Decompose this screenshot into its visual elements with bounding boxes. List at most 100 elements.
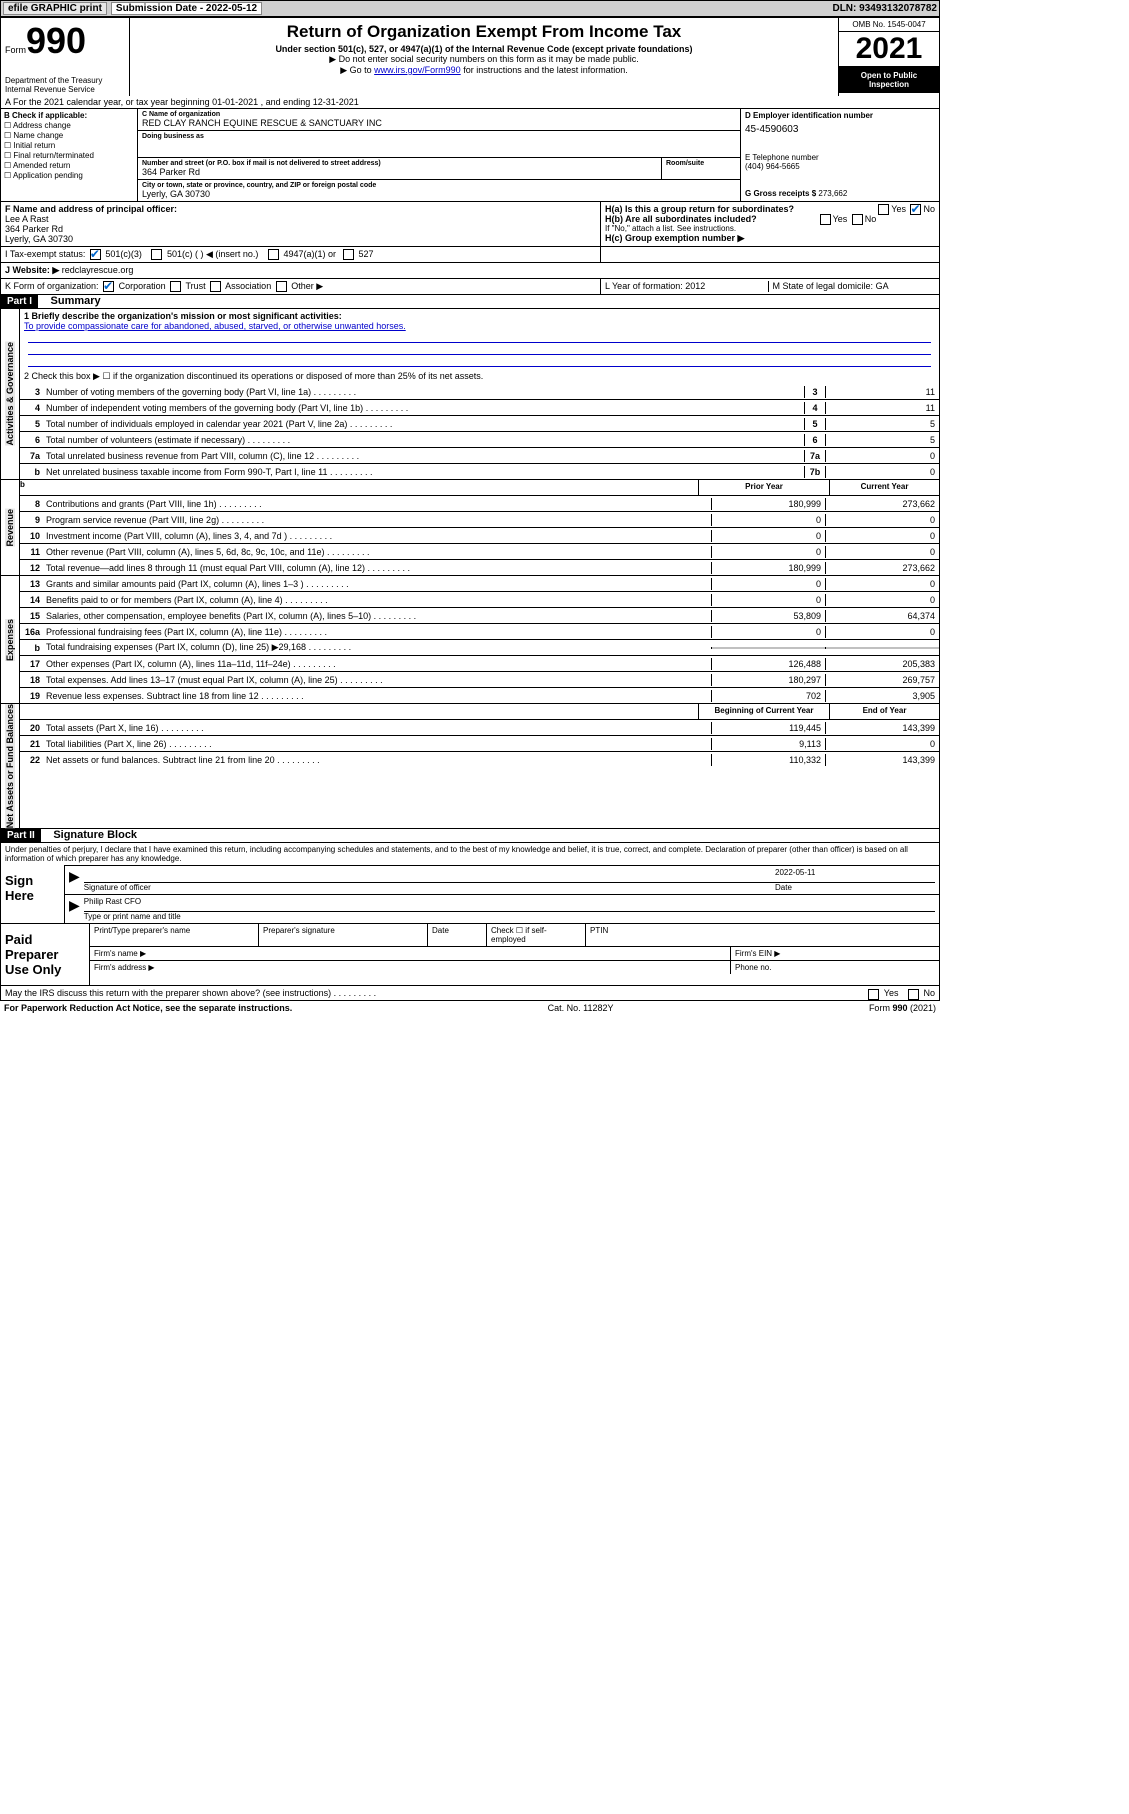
- fin-line: 10Investment income (Part VIII, column (…: [20, 528, 939, 544]
- fin-line: 9Program service revenue (Part VIII, lin…: [20, 512, 939, 528]
- gross-value: 273,662: [818, 189, 847, 198]
- chk-address-change[interactable]: ☐ Address change: [4, 121, 134, 130]
- fin-line: 8Contributions and grants (Part VIII, li…: [20, 496, 939, 512]
- officer-name: Lee A Rast: [5, 214, 49, 224]
- th-end-year: End of Year: [829, 704, 939, 719]
- gov-line: bNet unrelated business taxable income f…: [20, 464, 939, 479]
- form-note2: ▶ Go to www.irs.gov/Form990 for instruct…: [132, 65, 836, 76]
- col-h-group: H(a) Is this a group return for subordin…: [601, 202, 939, 246]
- expenses-section: 13Grants and similar amounts paid (Part …: [20, 576, 939, 703]
- h-b-no[interactable]: [852, 214, 863, 225]
- part-ii-header: Part II Signature Block: [0, 829, 940, 843]
- net-assets-section: Beginning of Current YearEnd of Year 20T…: [20, 704, 939, 828]
- form-word: Form: [5, 45, 26, 55]
- th-begin-year: Beginning of Current Year: [698, 704, 829, 719]
- note2-post: for instructions and the latest informat…: [461, 65, 628, 75]
- chk-name-change[interactable]: ☐ Name change: [4, 131, 134, 140]
- omb-number: OMB No. 1545-0047: [839, 18, 939, 32]
- dept-treasury: Department of the Treasury Internal Reve…: [5, 76, 125, 94]
- revenue-section: bPrior YearCurrent Year 8Contributions a…: [20, 480, 939, 575]
- h-b-yes[interactable]: [820, 214, 831, 225]
- chk-trust[interactable]: [170, 281, 181, 292]
- line-k-label: K Form of organization:: [5, 281, 99, 291]
- year-formation: 2012: [685, 281, 705, 291]
- part-ii-badge: Part II: [1, 829, 41, 842]
- th-prior-year: Prior Year: [698, 480, 829, 495]
- sig-date-label: Date: [775, 883, 792, 892]
- officer-name-title: Philip Rast CFO: [84, 897, 935, 912]
- h-a-yes[interactable]: [878, 204, 889, 215]
- org-name-label: C Name of organization: [142, 111, 736, 118]
- part-i-title: Summary: [41, 295, 101, 307]
- line-j-label: J Website: ▶: [5, 265, 59, 275]
- may-no[interactable]: [908, 989, 919, 1000]
- side-box: OMB No. 1545-0047 2021 Open to Public In…: [838, 18, 939, 96]
- phone-label: Phone no.: [731, 961, 939, 974]
- preparer-date-label: Date: [428, 924, 487, 946]
- state-domicile: GA: [876, 281, 889, 291]
- chk-501c[interactable]: [151, 249, 162, 260]
- h-b-note: If "No," attach a list. See instructions…: [605, 224, 935, 233]
- officer-street: 364 Parker Rd: [5, 224, 63, 234]
- paid-preparer-label: Paid Preparer Use Only: [1, 924, 90, 985]
- chk-final-return[interactable]: ☐ Final return/terminated: [4, 151, 134, 160]
- fin-line: bTotal fundraising expenses (Part IX, co…: [20, 640, 939, 656]
- line-j-website: J Website: ▶ redclayrescue.org: [1, 263, 939, 278]
- page-footer: For Paperwork Reduction Act Notice, see …: [0, 1001, 940, 1015]
- opt-assoc: Association: [225, 281, 271, 291]
- h-a-label: H(a) Is this a group return for subordin…: [605, 204, 794, 214]
- fin-line: 21Total liabilities (Part X, line 26)9,1…: [20, 736, 939, 752]
- top-bar: efile GRAPHIC print Submission Date - 20…: [0, 0, 940, 17]
- city-value: Lyerly, GA 30730: [142, 189, 736, 199]
- th-current-year: Current Year: [829, 480, 939, 495]
- fin-line: 13Grants and similar amounts paid (Part …: [20, 576, 939, 592]
- fin-line: 14Benefits paid to or for members (Part …: [20, 592, 939, 608]
- chk-4947[interactable]: [268, 249, 279, 260]
- h-c-label: H(c) Group exemption number ▶: [605, 233, 744, 243]
- yes-label: Yes: [891, 204, 906, 214]
- vtab-governance: Activities & Governance: [5, 342, 15, 446]
- opt-corp: Corporation: [119, 281, 166, 291]
- gov-line: 3Number of voting members of the governi…: [20, 384, 939, 400]
- line-a: A For the 2021 calendar year, or tax yea…: [0, 96, 940, 109]
- gov-line: 6Total number of volunteers (estimate if…: [20, 432, 939, 448]
- street-value: 364 Parker Rd: [142, 167, 657, 177]
- col-b-checkboxes: B Check if applicable: ☐ Address change …: [1, 109, 138, 201]
- fin-line: 20Total assets (Part X, line 16)119,4451…: [20, 720, 939, 736]
- ptin-label: PTIN: [586, 924, 939, 946]
- vtab-net-assets: Net Assets or Fund Balances: [5, 704, 15, 828]
- chk-other[interactable]: [276, 281, 287, 292]
- fin-line: 19Revenue less expenses. Subtract line 1…: [20, 688, 939, 703]
- irs-link[interactable]: www.irs.gov/Form990: [374, 65, 461, 75]
- perjury-declaration: Under penalties of perjury, I declare th…: [0, 843, 940, 865]
- fin-line: 15Salaries, other compensation, employee…: [20, 608, 939, 624]
- may-yes[interactable]: [868, 989, 879, 1000]
- chk-app-pending[interactable]: ☐ Application pending: [4, 171, 134, 180]
- chk-label: Initial return: [13, 141, 55, 150]
- chk-527[interactable]: [343, 249, 354, 260]
- line-i-tax-status: I Tax-exempt status: 501(c)(3) 501(c) ( …: [1, 247, 601, 262]
- chk-501c3[interactable]: [90, 249, 101, 260]
- mission-label: 1 Briefly describe the organization's mi…: [24, 311, 342, 321]
- may-yes-label: Yes: [884, 988, 899, 998]
- org-name: RED CLAY RANCH EQUINE RESCUE & SANCTUARY…: [142, 118, 736, 128]
- opt-501c: 501(c) ( ) ◀ (insert no.): [167, 249, 258, 259]
- form-note1: ▶ Do not enter social security numbers o…: [132, 54, 836, 65]
- efile-btn[interactable]: efile GRAPHIC print: [3, 2, 107, 15]
- mission-text: To provide compassionate care for abando…: [24, 321, 406, 331]
- form-990-num: 990: [26, 20, 86, 61]
- chk-initial-return[interactable]: ☐ Initial return: [4, 141, 134, 150]
- part-i-badge: Part I: [1, 295, 38, 308]
- chk-label: Address change: [13, 121, 71, 130]
- chk-corp[interactable]: [103, 281, 114, 292]
- col-c-org-info: C Name of organization RED CLAY RANCH EQ…: [138, 109, 741, 201]
- h-a-no[interactable]: [910, 204, 921, 215]
- chk-amended[interactable]: ☐ Amended return: [4, 161, 134, 170]
- caret-icon: ▶: [69, 897, 80, 921]
- ein-value: 45-4590603: [745, 124, 935, 135]
- form-number-box: Form990 Department of the Treasury Inter…: [1, 18, 130, 96]
- self-employed-check[interactable]: Check ☐ if self-employed: [487, 924, 586, 946]
- form-title-box: Return of Organization Exempt From Incom…: [130, 18, 838, 96]
- chk-label: Application pending: [13, 171, 83, 180]
- chk-assoc[interactable]: [210, 281, 221, 292]
